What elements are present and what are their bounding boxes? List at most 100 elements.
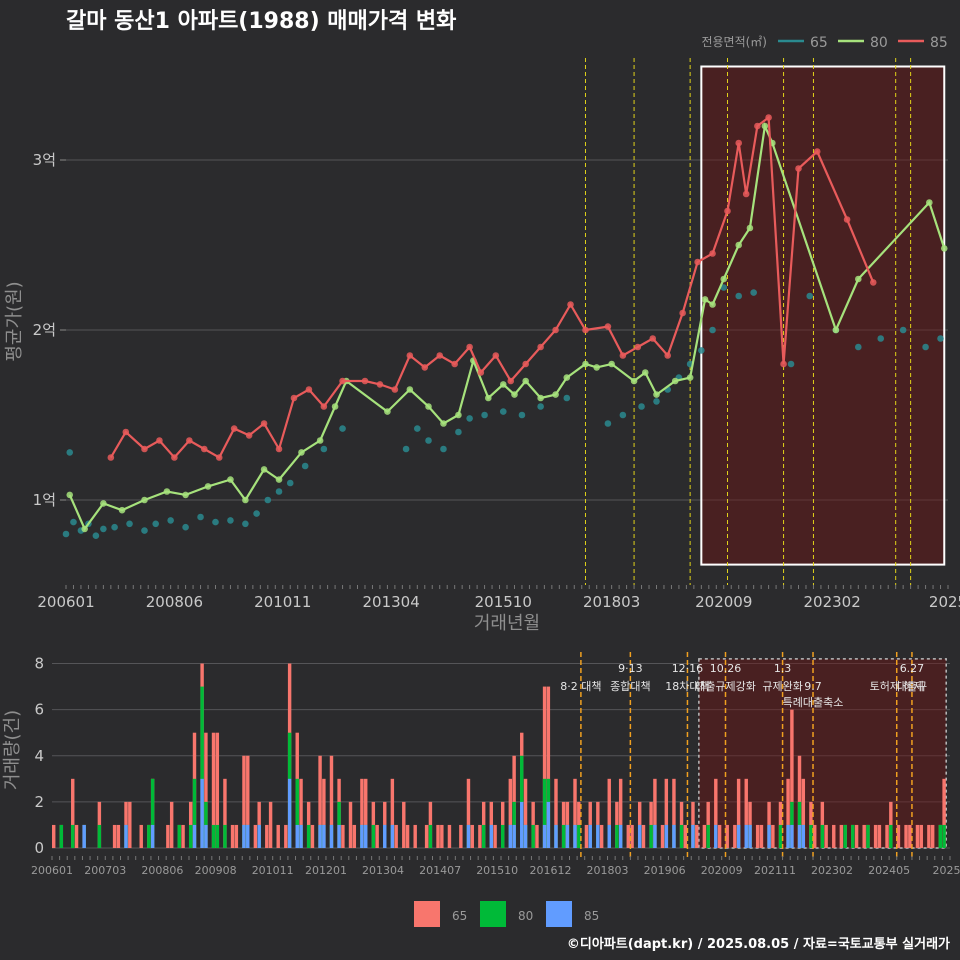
bar-80 [306,824,311,848]
data-point-80 [582,360,589,368]
data-point-80 [204,483,212,490]
data-point-65 [653,398,660,405]
data-point-80 [455,411,462,419]
data-point-80 [761,122,769,130]
data-point-65 [414,425,421,432]
data-point-65 [720,284,728,291]
event-date: 9·13 [618,662,643,675]
bar-80 [938,824,943,848]
legend-swatch-80 [480,901,506,927]
bar-65 [607,778,611,848]
event-label: 규제완화 [762,680,802,693]
data-point-65 [182,523,189,531]
data-point-65 [466,415,473,422]
data-point-65 [197,513,204,521]
bar-65 [904,824,908,848]
bar-85 [596,824,600,848]
bar-85 [767,824,771,848]
data-point-85 [436,352,444,359]
legend-label-65: 65 [452,909,467,923]
bar-65 [211,732,216,848]
bar-65 [702,824,707,848]
data-point-80 [537,394,544,402]
data-point-80 [298,449,305,456]
bar-85 [390,824,395,848]
x-tick-label: 201510 [476,864,518,877]
bar-65 [664,778,669,848]
data-point-65 [709,326,716,334]
bar-80 [200,686,204,848]
data-point-65 [855,343,862,351]
event-label: 대출규제강화 [695,680,756,693]
bar-65 [885,824,889,848]
bar-65 [618,778,623,848]
data-point-85 [742,190,750,198]
bar-65 [733,824,737,848]
bar-65 [375,824,379,848]
event-label: 대출규 [897,680,927,693]
data-point-80 [671,377,679,385]
data-point-65 [922,343,929,351]
event-date: 12·16 [672,662,704,675]
y-tick-label: 2억 [33,321,56,339]
bar-85 [573,824,577,848]
bar-85 [242,824,246,848]
data-point-80 [316,437,324,444]
data-point-80 [926,199,933,206]
bar-65 [854,824,859,848]
data-point-65 [937,335,944,342]
bar-65 [873,824,878,848]
y-tick-label: 6 [34,701,44,719]
bar-85 [124,824,128,848]
data-point-85 [477,369,485,376]
data-point-80 [855,275,862,283]
data-point-80 [511,391,518,398]
bar-65 [360,778,364,848]
data-point-65 [275,488,283,495]
data-point-85 [619,352,627,359]
data-point-80 [653,391,660,398]
bar-65 [234,824,239,848]
bar-80 [501,824,505,848]
data-point-65 [339,425,346,432]
bar-65 [546,686,551,848]
data-point-65 [698,347,705,354]
data-point-80 [940,245,948,252]
bar-85 [364,824,368,848]
x-tick-label: 202405 [868,864,910,877]
bar-65 [535,824,539,848]
data-point-85 [156,437,163,444]
bar-65 [915,824,920,848]
data-point-80 [630,377,638,385]
data-point-65 [126,520,133,528]
data-point-80 [66,491,74,499]
data-point-85 [186,437,193,444]
bar-65 [223,778,227,848]
bar-65 [230,824,235,848]
bar-65 [139,824,143,848]
data-point-65 [264,496,272,504]
bar-65 [744,778,748,848]
data-point-85 [305,386,313,393]
event-label: 토허제 해제 [870,679,924,693]
data-point-80 [141,496,148,504]
bar-65 [672,778,676,848]
data-point-65 [735,292,743,300]
bar-85 [790,824,794,848]
y-tick-label: 8 [34,655,44,673]
data-point-65 [70,518,77,526]
data-point-65 [320,445,328,453]
bar-80 [177,824,181,848]
x-tick-label: 201803 [587,864,629,877]
data-point-80 [641,369,649,376]
data-point-80 [406,386,414,393]
data-point-65 [518,411,526,419]
bar-65 [660,824,665,848]
bar-65 [253,824,258,848]
bar-85 [523,824,528,848]
data-point-80 [440,420,447,427]
bar-65 [493,824,497,848]
bar-80 [192,778,197,848]
bar-65 [813,824,817,848]
